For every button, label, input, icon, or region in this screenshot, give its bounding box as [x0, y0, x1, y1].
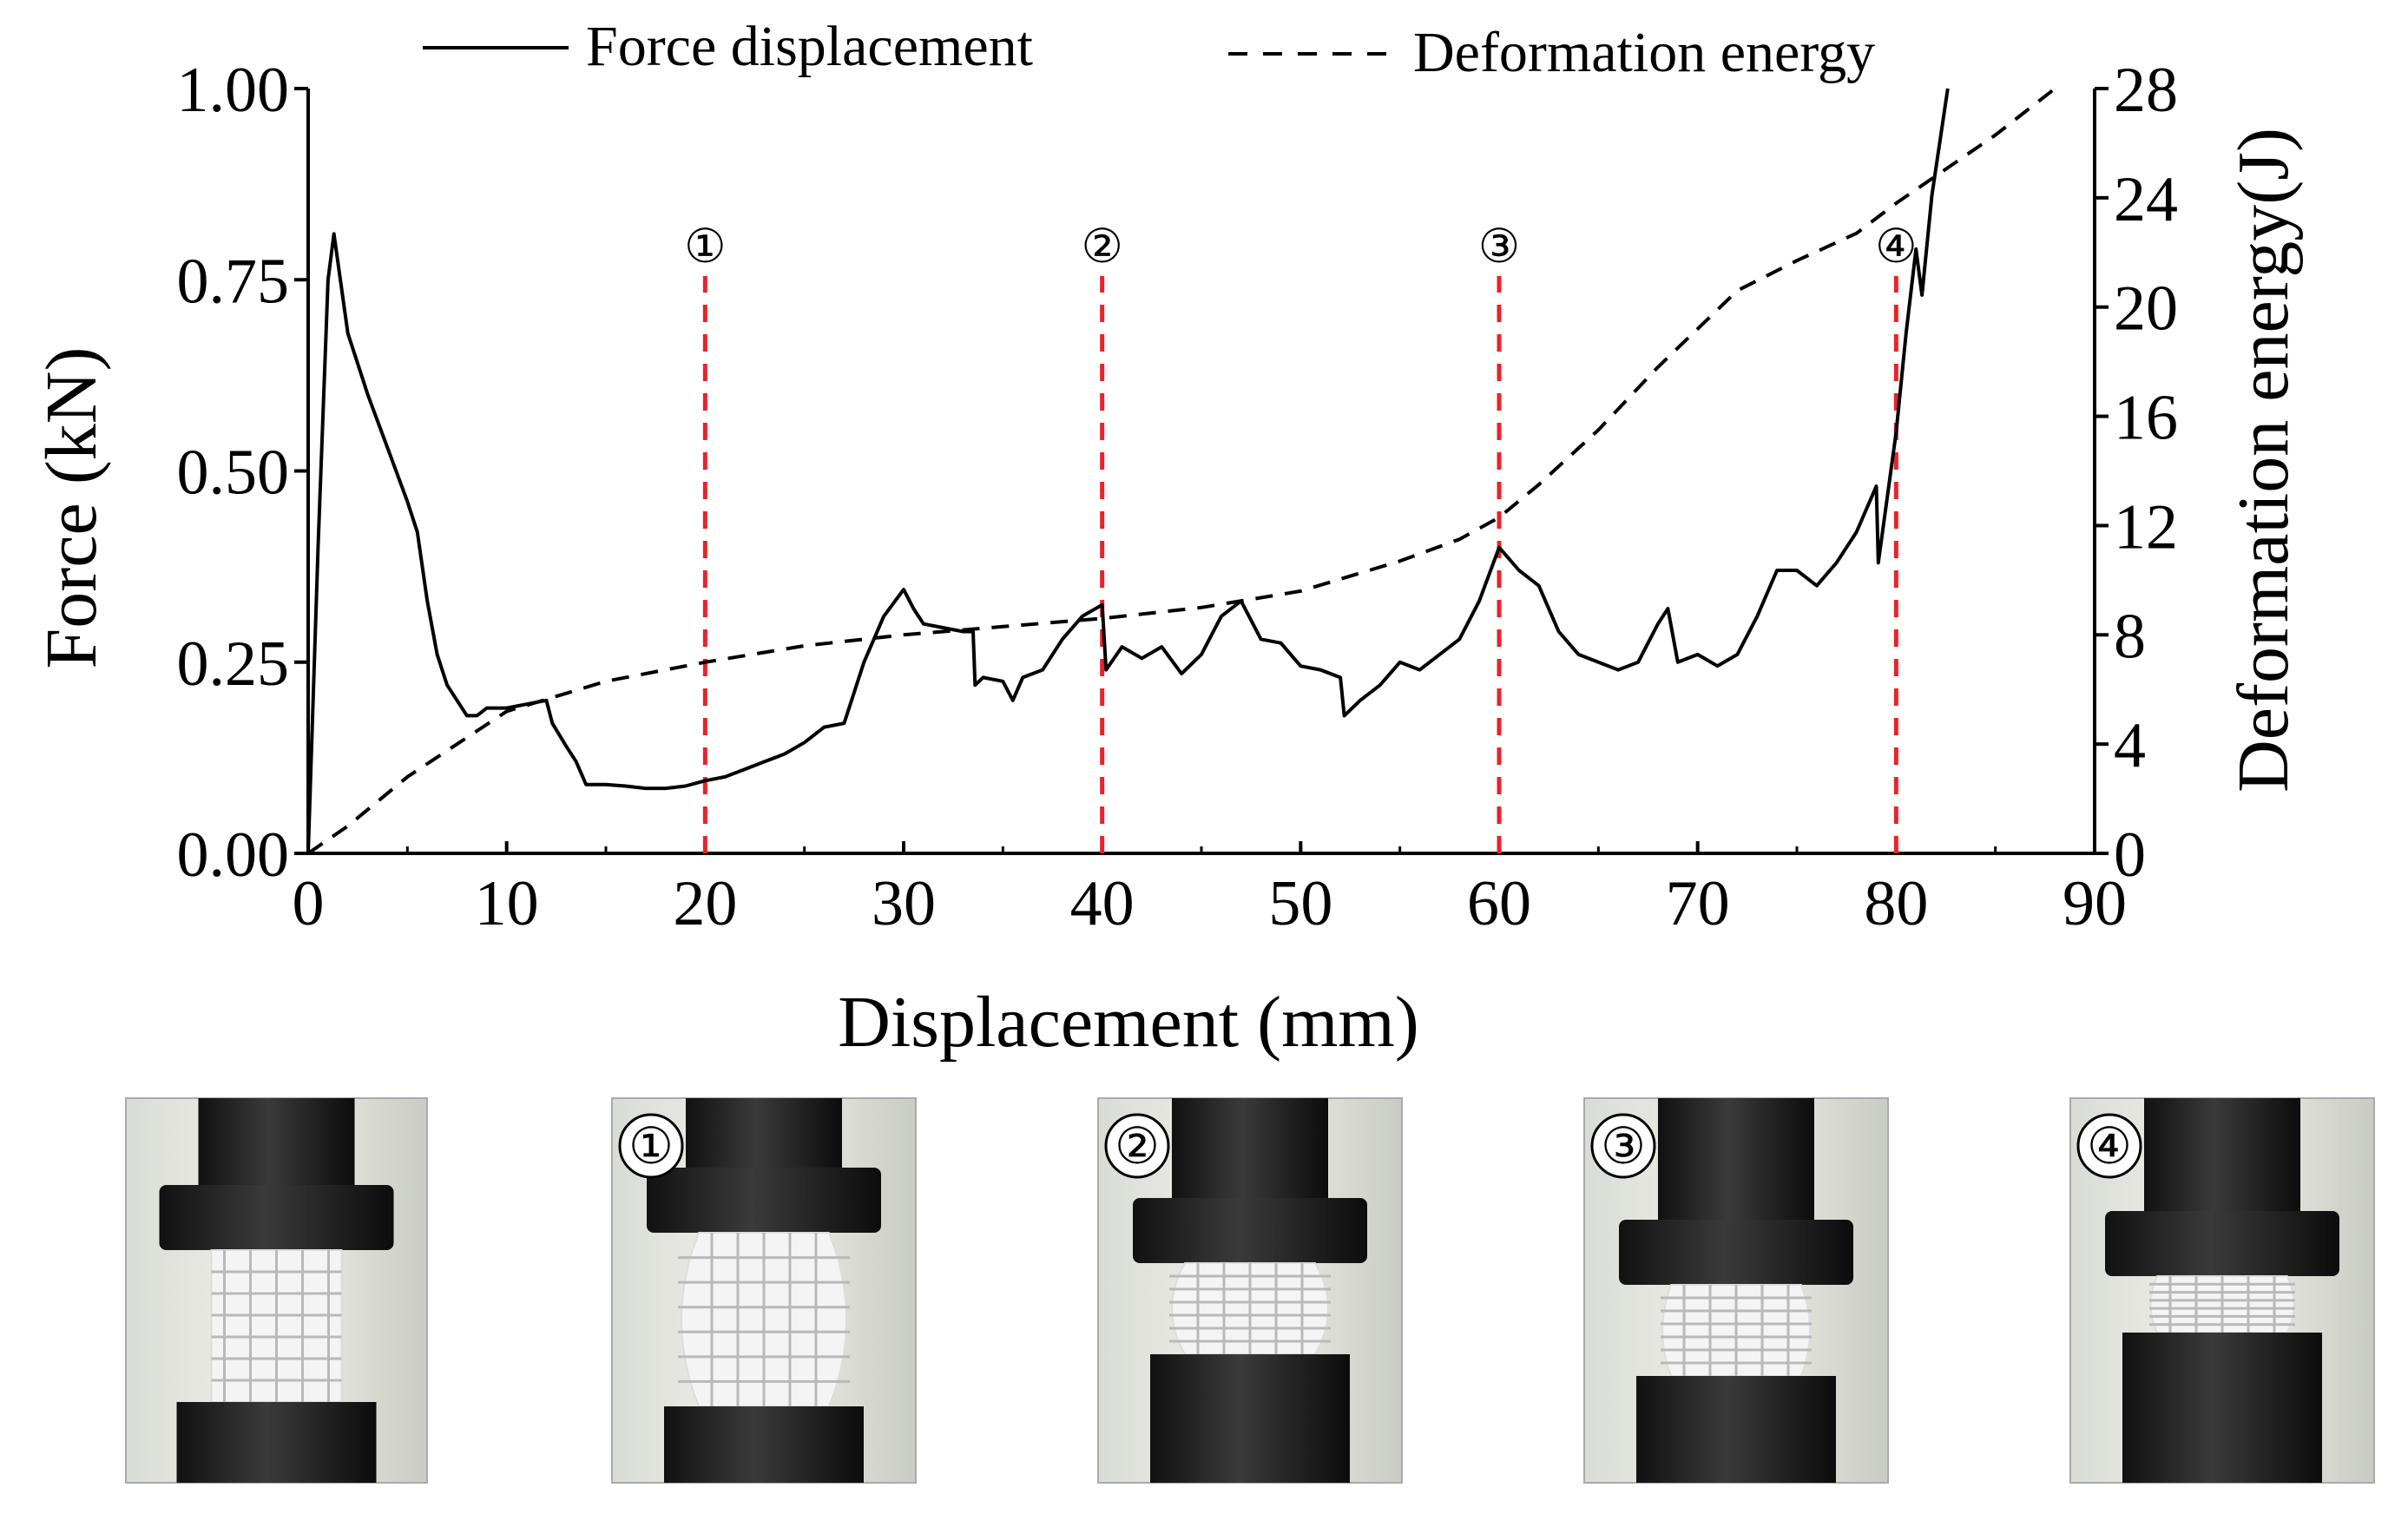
upper-column	[1172, 1098, 1328, 1202]
y2-tick-label: 0	[2114, 820, 2146, 891]
photo-badge: ②	[1115, 1118, 1160, 1175]
plot-frame	[306, 89, 2096, 855]
lower-fixture	[664, 1406, 864, 1483]
y2-tick-label: 16	[2114, 383, 2178, 454]
lattice-specimen	[2149, 1275, 2295, 1333]
upper-column	[198, 1098, 355, 1189]
energy-series-line	[306, 87, 2056, 855]
lattice-specimen	[678, 1232, 850, 1407]
photo-badge-circle	[2076, 1113, 2142, 1179]
x-tick-label: 10	[475, 868, 539, 939]
y-tick-label: 1.00	[177, 55, 290, 126]
y-tick-label: 0.50	[177, 438, 290, 509]
legend-label-force: Force displacement	[586, 15, 1033, 78]
upper-column	[1658, 1098, 1814, 1224]
lower-fixture	[1150, 1354, 1350, 1483]
photo-badge: ①	[628, 1118, 674, 1175]
lattice-specimen	[1169, 1262, 1331, 1355]
marker-lines: ① ② ③ ④	[684, 221, 1918, 853]
y2-tick-label: 28	[2114, 55, 2178, 126]
upper-column	[686, 1098, 842, 1172]
marker-label: ②	[1081, 221, 1122, 273]
x-axis-title: Displacement (mm)	[838, 982, 1418, 1063]
photo-badge-circle	[618, 1113, 684, 1179]
x-tick-label: 60	[1467, 868, 1531, 939]
y-tick-label: 0.25	[177, 629, 290, 700]
y-tick-label: 0.00	[177, 820, 290, 891]
test-photo: ④	[2069, 1097, 2375, 1484]
photo-strip: ① ② ③ ④	[125, 1097, 2375, 1484]
photo-badge: ③	[1601, 1118, 1646, 1175]
y-axis-title: Force (kN)	[31, 347, 112, 669]
x-ticks: 0 10 20 30 40 50 60 70 80 90	[293, 841, 2127, 939]
upper-column	[2144, 1098, 2300, 1215]
upper-platen	[159, 1185, 394, 1250]
series-layer	[306, 87, 2056, 855]
lower-fixture	[176, 1402, 377, 1483]
y2-tick-label: 20	[2114, 273, 2178, 345]
upper-platen	[2105, 1211, 2339, 1276]
y2-ticks: 0 4 8 12 16 20 24 28	[2095, 55, 2178, 891]
lower-fixture	[2122, 1333, 2322, 1483]
photo-badge: ④	[2087, 1118, 2132, 1175]
test-photo: ②	[1097, 1097, 1403, 1484]
y2-tick-label: 12	[2114, 491, 2178, 563]
x-tick-label: 30	[872, 868, 936, 939]
legend: Force displacement Deformation energy	[423, 15, 1875, 84]
photo-badge-circle	[1590, 1113, 1656, 1179]
x-tick-label: 20	[673, 868, 737, 939]
lattice-specimen	[210, 1249, 343, 1403]
x-tick-label: 50	[1268, 868, 1332, 939]
x-tick-label: 90	[2063, 868, 2127, 939]
test-photo	[125, 1097, 428, 1484]
y2-tick-label: 24	[2114, 164, 2178, 235]
y2-tick-label: 4	[2114, 710, 2146, 781]
marker-label: ④	[1875, 221, 1917, 273]
y-ticks: 0.00 0.25 0.50 0.75 1.00	[177, 55, 308, 891]
x-tick-label: 0	[293, 868, 325, 939]
x-tick-label: 70	[1666, 868, 1730, 939]
test-photo: ③	[1583, 1097, 1889, 1484]
y2-tick-label: 8	[2114, 601, 2146, 672]
photo-badge-circle	[1104, 1113, 1170, 1179]
test-photo: ①	[611, 1097, 917, 1484]
x-tick-label: 80	[1864, 868, 1928, 939]
lattice-specimen	[1661, 1284, 1812, 1377]
marker-label: ③	[1478, 221, 1520, 273]
x-tick-label: 40	[1070, 868, 1135, 939]
marker-label: ①	[684, 221, 726, 273]
y-tick-label: 0.75	[177, 246, 290, 317]
lower-fixture	[1636, 1376, 1836, 1483]
legend-label-energy: Deformation energy	[1413, 21, 1875, 84]
y2-axis-title: Deformation energy(J)	[2223, 128, 2304, 793]
upper-platen	[1133, 1198, 1367, 1263]
upper-platen	[1619, 1220, 1853, 1285]
upper-platen	[647, 1168, 881, 1233]
force-series-line	[306, 88, 1950, 854]
